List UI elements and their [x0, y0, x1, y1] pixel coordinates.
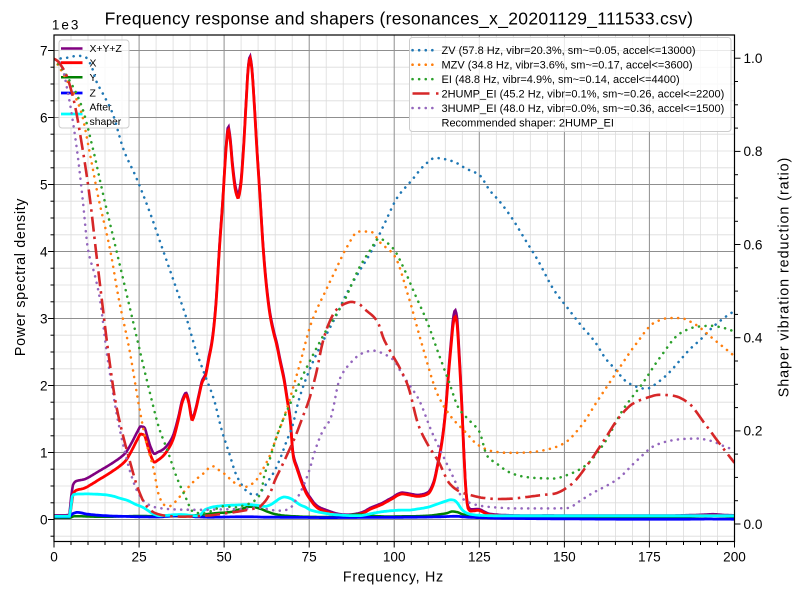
svg-text:0.6: 0.6 — [744, 237, 763, 252]
svg-text:7: 7 — [40, 43, 48, 58]
svg-text:0.8: 0.8 — [744, 144, 763, 159]
svg-text:0: 0 — [40, 512, 48, 527]
svg-text:1: 1 — [40, 445, 48, 460]
svg-text:EI (48.8 Hz, vibr=4.9%, sm~=0.: EI (48.8 Hz, vibr=4.9%, sm~=0.14, accel<… — [442, 74, 680, 86]
svg-text:1.0: 1.0 — [744, 51, 763, 66]
svg-text:50: 50 — [217, 550, 233, 565]
svg-text:Y: Y — [90, 73, 97, 84]
svg-text:3: 3 — [40, 311, 48, 326]
svg-text:125: 125 — [468, 550, 491, 565]
svg-text:Recommended shaper: 2HUMP_EI: Recommended shaper: 2HUMP_EI — [442, 118, 614, 130]
svg-text:150: 150 — [553, 550, 576, 565]
svg-text:shaper: shaper — [90, 117, 122, 128]
svg-text:X: X — [90, 58, 97, 69]
svg-text:Z: Z — [90, 89, 97, 100]
svg-text:0: 0 — [50, 550, 58, 565]
svg-text:0.0: 0.0 — [744, 517, 763, 532]
svg-text:0.4: 0.4 — [744, 331, 763, 346]
svg-text:100: 100 — [383, 550, 406, 565]
svg-text:5: 5 — [40, 177, 48, 192]
svg-text:MZV (34.8 Hz, vibr=3.6%, sm~=0: MZV (34.8 Hz, vibr=3.6%, sm~=0.17, accel… — [442, 60, 693, 72]
svg-text:175: 175 — [638, 550, 661, 565]
svg-text:6: 6 — [40, 110, 48, 125]
svg-text:2HUMP_EI (45.2 Hz, vibr=0.1%,: 2HUMP_EI (45.2 Hz, vibr=0.1%, sm~=0.26, … — [442, 89, 725, 101]
svg-text:4: 4 — [40, 244, 48, 259]
svg-text:75: 75 — [302, 550, 317, 565]
svg-text:Power spectral density: Power spectral density — [13, 198, 29, 356]
svg-text:X+Y+Z: X+Y+Z — [90, 44, 123, 55]
svg-text:0.2: 0.2 — [744, 424, 763, 439]
svg-text:1e3: 1e3 — [52, 18, 81, 33]
svg-text:Shaper vibration reduction (ra: Shaper vibration reduction (ratio) — [777, 157, 793, 398]
svg-text:Frequency, Hz: Frequency, Hz — [343, 570, 444, 586]
svg-text:25: 25 — [132, 550, 147, 565]
svg-text:2: 2 — [40, 378, 48, 393]
svg-text:3HUMP_EI (48.0 Hz, vibr=0.0%,: 3HUMP_EI (48.0 Hz, vibr=0.0%, sm~=0.36, … — [442, 103, 725, 115]
svg-text:ZV (57.8 Hz, vibr=20.3%, sm~=0: ZV (57.8 Hz, vibr=20.3%, sm~=0.05, accel… — [442, 45, 696, 57]
svg-text:Frequency response and shapers: Frequency response and shapers (resonanc… — [105, 9, 694, 30]
svg-text:200: 200 — [723, 550, 746, 565]
svg-text:After: After — [90, 103, 112, 114]
